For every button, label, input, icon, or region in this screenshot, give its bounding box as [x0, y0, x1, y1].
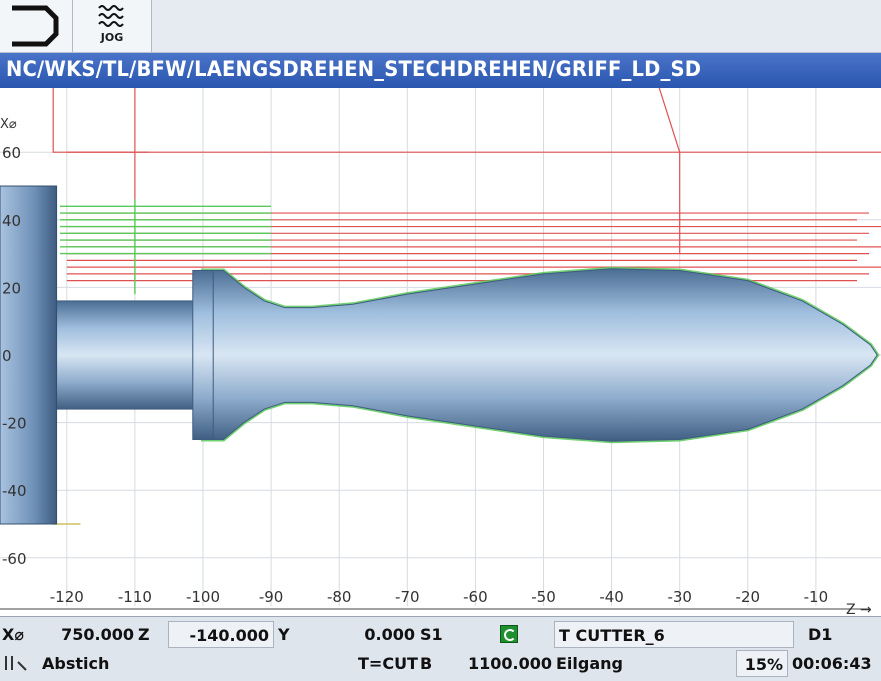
handle-collar [192, 270, 214, 440]
x-tick-label: -40 [2, 482, 27, 500]
z-tick-label: -50 [531, 588, 556, 606]
z-axis-label: Z [138, 625, 150, 644]
simulation-graphic[interactable]: Z → X⌀ -120 -110 -100 -90 -80 -70 -60 -50 -40 -30-… [0, 88, 881, 616]
feed-value: 1100.000 [467, 654, 552, 673]
z-tick-label: -20 [736, 588, 761, 606]
rapid-path [52, 88, 149, 153]
bracket-arrow-icon [12, 5, 59, 47]
cycle-time: 00:06:43 [792, 654, 872, 673]
jog-wave-icon [98, 5, 124, 27]
status-bar: X⌀ 750.000 Z -140.000 Y 0.000 S1 T CUTTE… [0, 616, 881, 681]
z-tick-label: -90 [259, 588, 284, 606]
top-toolbar: JOG [0, 0, 881, 53]
jog-label: JOG [100, 31, 124, 44]
back-button[interactable] [0, 0, 73, 52]
program-path-bar: NC/WKS/TL/BFW/LAENGSDREHEN_STECHDREHEN/G… [0, 53, 881, 88]
y-value: 0.000 [364, 625, 415, 644]
handle-shaft [52, 300, 204, 410]
spindle-label: S1 [420, 625, 443, 644]
handle-body [202, 268, 878, 442]
chuck-jaw [0, 185, 58, 525]
b-label: B [420, 654, 433, 673]
x-axis-label: X⌀ [2, 625, 24, 644]
z-tick-label: -60 [463, 588, 488, 606]
mode-icon [2, 650, 38, 677]
z-tick-label: -120 [50, 588, 84, 606]
program-path: NC/WKS/TL/BFW/LAENGSDREHEN_STECHDREHEN/G… [6, 57, 702, 81]
x-axis-label: X⌀ [0, 117, 17, 132]
toolpath-plot: Z →X⌀ -120 -110 -100 -90 -80 -70 -60 -50 -40 -30-… [0, 88, 881, 616]
z-tick-label: -70 [395, 588, 420, 606]
tool-type-label: T=CUT [358, 654, 418, 673]
z-value: -140.000 [168, 621, 274, 648]
override-percent: 15% [736, 650, 788, 677]
z-tick-label: -40 [599, 588, 624, 606]
x-tick-label: -20 [2, 415, 27, 433]
x-tick-label: 0 [2, 347, 12, 365]
mode-label: Abstich [42, 654, 110, 673]
z-axis-label: Z → [846, 602, 872, 616]
plot-axes: Z → X⌀ [0, 117, 872, 616]
x-tick-label: -60 [2, 550, 27, 568]
x-tick-label: 60 [2, 144, 21, 162]
workpiece [0, 185, 880, 525]
spindle-status-icon [500, 625, 518, 643]
rapid-path [658, 88, 681, 254]
jog-mode-button[interactable]: JOG [73, 0, 152, 52]
tool-name: T CUTTER_6 [554, 621, 794, 648]
z-tick-label: -10 [804, 588, 829, 606]
x-value: 750.000 [61, 625, 134, 644]
z-tick-label: -100 [186, 588, 220, 606]
z-tick-label: -30 [667, 588, 692, 606]
tick-labels: -120 -110 -100 -90 -80 -70 -60 -50 -40 -30 -20 -10 6… [2, 144, 828, 606]
z-tick-label: -110 [118, 588, 152, 606]
x-tick-label: 20 [2, 279, 21, 297]
z-tick-label: -80 [327, 588, 352, 606]
feed-type: Eilgang [556, 654, 623, 673]
y-axis-label: Y [278, 625, 290, 644]
d-label: D1 [808, 625, 833, 644]
x-tick-label: 40 [2, 212, 21, 230]
